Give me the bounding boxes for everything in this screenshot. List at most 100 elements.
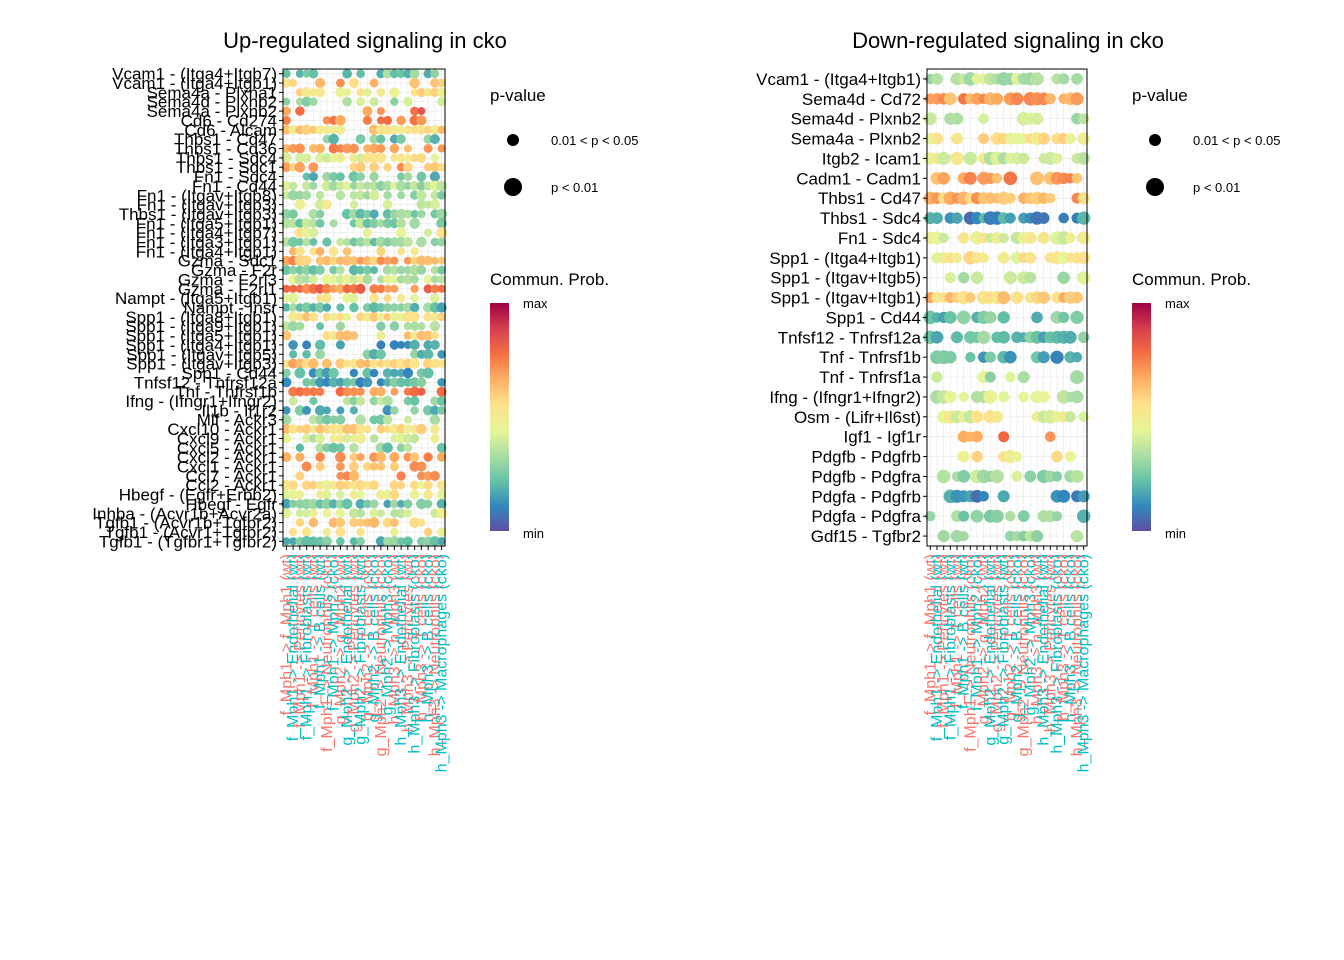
data-point — [409, 181, 420, 191]
data-point — [342, 68, 352, 79]
data-point — [328, 330, 339, 341]
size-legend-dot-small — [507, 134, 519, 146]
data-point — [349, 387, 359, 397]
y-tick-label: Vcam1 - (Itga4+Itgb1) — [112, 74, 277, 93]
data-point — [322, 312, 332, 322]
data-point — [1037, 390, 1050, 403]
data-point — [390, 499, 399, 509]
data-point — [335, 377, 345, 387]
data-point — [302, 69, 311, 78]
data-point — [390, 387, 399, 396]
data-point — [287, 190, 299, 201]
data-point — [1030, 72, 1044, 86]
data-point — [368, 302, 380, 313]
data-point — [984, 311, 997, 324]
data-point — [289, 537, 298, 546]
data-point — [957, 470, 971, 483]
data-point — [402, 302, 413, 313]
data-point — [383, 191, 392, 200]
data-point — [951, 132, 963, 145]
y-tick-label: Pdgfa - Pdgfra — [811, 507, 921, 526]
data-point — [315, 424, 325, 434]
data-point — [349, 181, 358, 190]
y-tick-label: Thbs1 - Cd47 — [174, 130, 277, 149]
data-point — [362, 312, 373, 322]
data-point — [403, 144, 412, 153]
data-point — [383, 256, 392, 266]
y-tick-label: Ifng - (Ifngr1+Ifngr2) — [125, 392, 277, 411]
data-point — [409, 452, 420, 462]
data-point — [1064, 133, 1076, 145]
data-point — [951, 252, 963, 263]
data-point — [289, 499, 298, 508]
data-point — [288, 340, 298, 350]
data-point — [288, 396, 298, 406]
data-point — [430, 358, 440, 369]
data-point — [991, 410, 1003, 423]
data-point — [1010, 92, 1024, 106]
y-tick-label: Thbs1 - Cd47 — [818, 189, 921, 208]
data-point — [382, 405, 393, 416]
data-point — [308, 312, 319, 322]
data-point — [369, 78, 379, 88]
data-point — [383, 377, 392, 387]
data-point — [369, 181, 379, 191]
data-point — [322, 406, 331, 415]
data-point — [349, 461, 359, 472]
data-point — [403, 452, 413, 462]
data-point — [410, 349, 420, 359]
data-point — [382, 68, 393, 79]
data-point — [403, 415, 412, 424]
size-legend-title: p-value — [1132, 86, 1188, 105]
x-tick-label: g_Mph2 -> Endothelial (wt) — [339, 554, 356, 746]
data-point — [436, 507, 447, 519]
data-point — [397, 340, 406, 349]
data-point — [315, 265, 325, 275]
data-point — [389, 312, 400, 322]
data-point — [437, 125, 446, 134]
data-point — [355, 208, 366, 220]
data-point — [342, 274, 353, 285]
x-tick-label: f_Mph1 -> Mph2 (cko) — [326, 554, 343, 711]
data-point — [368, 190, 380, 201]
y-tick-label: Vcam1 - (Itga4+Itgb1) — [756, 70, 921, 89]
data-point — [395, 180, 407, 192]
y-tick-label: Igf1 - Igf1r — [844, 428, 922, 447]
data-point — [281, 209, 292, 219]
data-point — [951, 212, 963, 224]
data-point — [349, 256, 359, 266]
x-tick-label: g_Mph2 -> Mph3 (cko) — [1022, 554, 1039, 715]
data-point — [383, 312, 392, 321]
x-tick-label: f_Mph1 -> T cells (wt) — [305, 554, 322, 708]
data-point — [349, 302, 359, 313]
data-point — [437, 97, 447, 107]
data-point — [342, 359, 352, 368]
data-point — [376, 284, 386, 294]
data-point — [342, 96, 352, 107]
data-point — [436, 499, 447, 509]
data-point — [369, 162, 380, 173]
data-point — [321, 536, 332, 547]
data-point — [396, 275, 406, 284]
data-point — [389, 340, 400, 350]
data-point — [382, 414, 393, 425]
y-tick-label: Spp1 - (Itgav+Itgb3) — [126, 355, 277, 374]
data-point — [409, 264, 420, 276]
data-point — [328, 442, 339, 453]
data-point — [328, 367, 339, 379]
data-point — [309, 88, 318, 97]
y-tick-label: Fn1 - (Itgav+Itgb3) — [137, 196, 277, 215]
data-point — [315, 284, 325, 294]
data-point — [958, 232, 970, 244]
data-point — [423, 255, 433, 266]
data-point — [971, 430, 983, 443]
data-point — [329, 172, 339, 182]
data-point — [396, 208, 407, 220]
y-tick-label: Tgfb1 - (Acvr1+Tgfbr2) — [105, 523, 277, 542]
data-point — [1024, 271, 1037, 284]
data-point — [301, 527, 312, 537]
data-point — [281, 452, 292, 463]
y-tick-label: Tnf - Tnfrsf1a — [819, 368, 921, 387]
data-point — [383, 115, 393, 125]
data-point — [370, 462, 379, 471]
